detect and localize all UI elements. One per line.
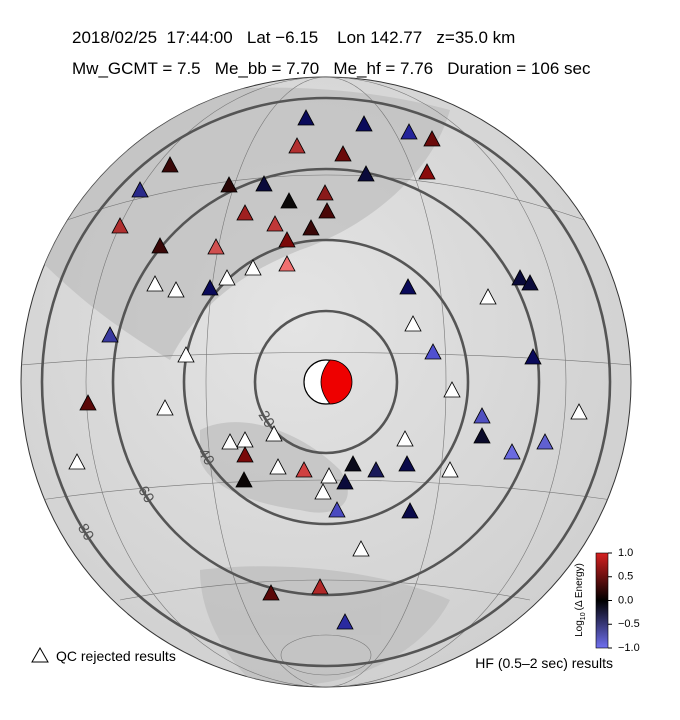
station (320, 467, 338, 484)
station (473, 407, 491, 424)
station (311, 578, 329, 595)
station (536, 433, 554, 450)
distance-ring (111, 167, 541, 597)
station (111, 217, 129, 234)
beachball-compression (320, 359, 353, 405)
station (161, 156, 179, 173)
station (269, 458, 287, 475)
station (177, 346, 195, 363)
colorbar-label-prefix: Log (574, 620, 585, 637)
colorbar-label-sub: 10 (580, 612, 587, 620)
station (167, 281, 185, 298)
station (318, 202, 336, 219)
ring-label: 40 (194, 445, 217, 468)
station (262, 584, 280, 601)
station (314, 483, 332, 500)
station (334, 145, 352, 162)
colorbar-tick-label: −1.0 (618, 642, 640, 654)
station (146, 275, 164, 292)
station (201, 279, 219, 296)
stations (68, 109, 588, 630)
station (288, 137, 306, 154)
legend-method: HF (0.5–2 sec) results (475, 655, 613, 671)
station (302, 219, 320, 236)
station (266, 215, 284, 232)
station (357, 165, 375, 182)
station (418, 163, 436, 180)
station (297, 109, 315, 126)
distance-ring (253, 309, 399, 455)
station (441, 461, 459, 478)
station (355, 115, 373, 132)
station (511, 269, 529, 286)
station (236, 204, 254, 221)
station (398, 455, 416, 472)
station (265, 425, 283, 442)
station (328, 501, 346, 518)
station (396, 430, 414, 447)
legend-rejected: QC rejected results (56, 648, 176, 664)
station (524, 348, 542, 365)
station (131, 181, 149, 198)
distance-rings: 20 40 60 80 (40, 96, 612, 668)
station (570, 403, 588, 420)
station (280, 192, 298, 209)
station (503, 443, 521, 460)
station (278, 231, 296, 248)
distance-ring (40, 96, 612, 668)
station (221, 433, 239, 450)
station (336, 613, 354, 630)
station (278, 255, 296, 272)
station (151, 237, 169, 254)
station (479, 288, 497, 305)
station (316, 184, 334, 201)
station (255, 175, 273, 192)
station (423, 130, 441, 147)
station (344, 455, 362, 472)
station (400, 123, 418, 140)
station (443, 381, 461, 398)
ring-label: 20 (255, 408, 278, 431)
colorbar-tick-label: 0.0 (618, 594, 633, 606)
colorbar-ticks: 1.0 0.5 0.0 −0.5 −1.0 (608, 547, 640, 654)
ring-label: 80 (74, 521, 97, 544)
station (404, 315, 422, 332)
station (401, 502, 419, 519)
station (521, 274, 539, 291)
station (352, 540, 370, 557)
station (68, 453, 86, 470)
station (236, 446, 254, 463)
station (101, 326, 119, 343)
header-line2: Mw_GCMT = 7.5 Me_bb = 7.70 Me_hf = 7.76 … (72, 59, 591, 78)
station (218, 269, 236, 286)
station (220, 176, 238, 193)
colorbar-tick-label: 1.0 (618, 547, 633, 559)
station (235, 471, 253, 488)
colorbar-tick-label: 0.5 (618, 571, 633, 583)
colorbar (595, 552, 609, 649)
legend-symbol (31, 646, 49, 663)
colorbar-label-suffix: (Δ Energy) (574, 563, 585, 610)
colorbar-tick-label: −0.5 (618, 618, 640, 630)
station (244, 259, 262, 276)
station (79, 394, 97, 411)
station (399, 278, 417, 295)
station (295, 461, 313, 478)
station (336, 473, 354, 490)
station (473, 427, 491, 444)
colorbar-label: Log10 (Δ Energy) (574, 563, 587, 637)
header-line1: 2018/02/25 17:44:00 Lat −6.15 Lon 142.77… (72, 28, 515, 47)
station (367, 461, 385, 478)
station (156, 399, 174, 416)
station (207, 238, 225, 255)
distance-ring (182, 238, 470, 526)
station (424, 343, 442, 360)
ring-label: 60 (134, 483, 157, 506)
